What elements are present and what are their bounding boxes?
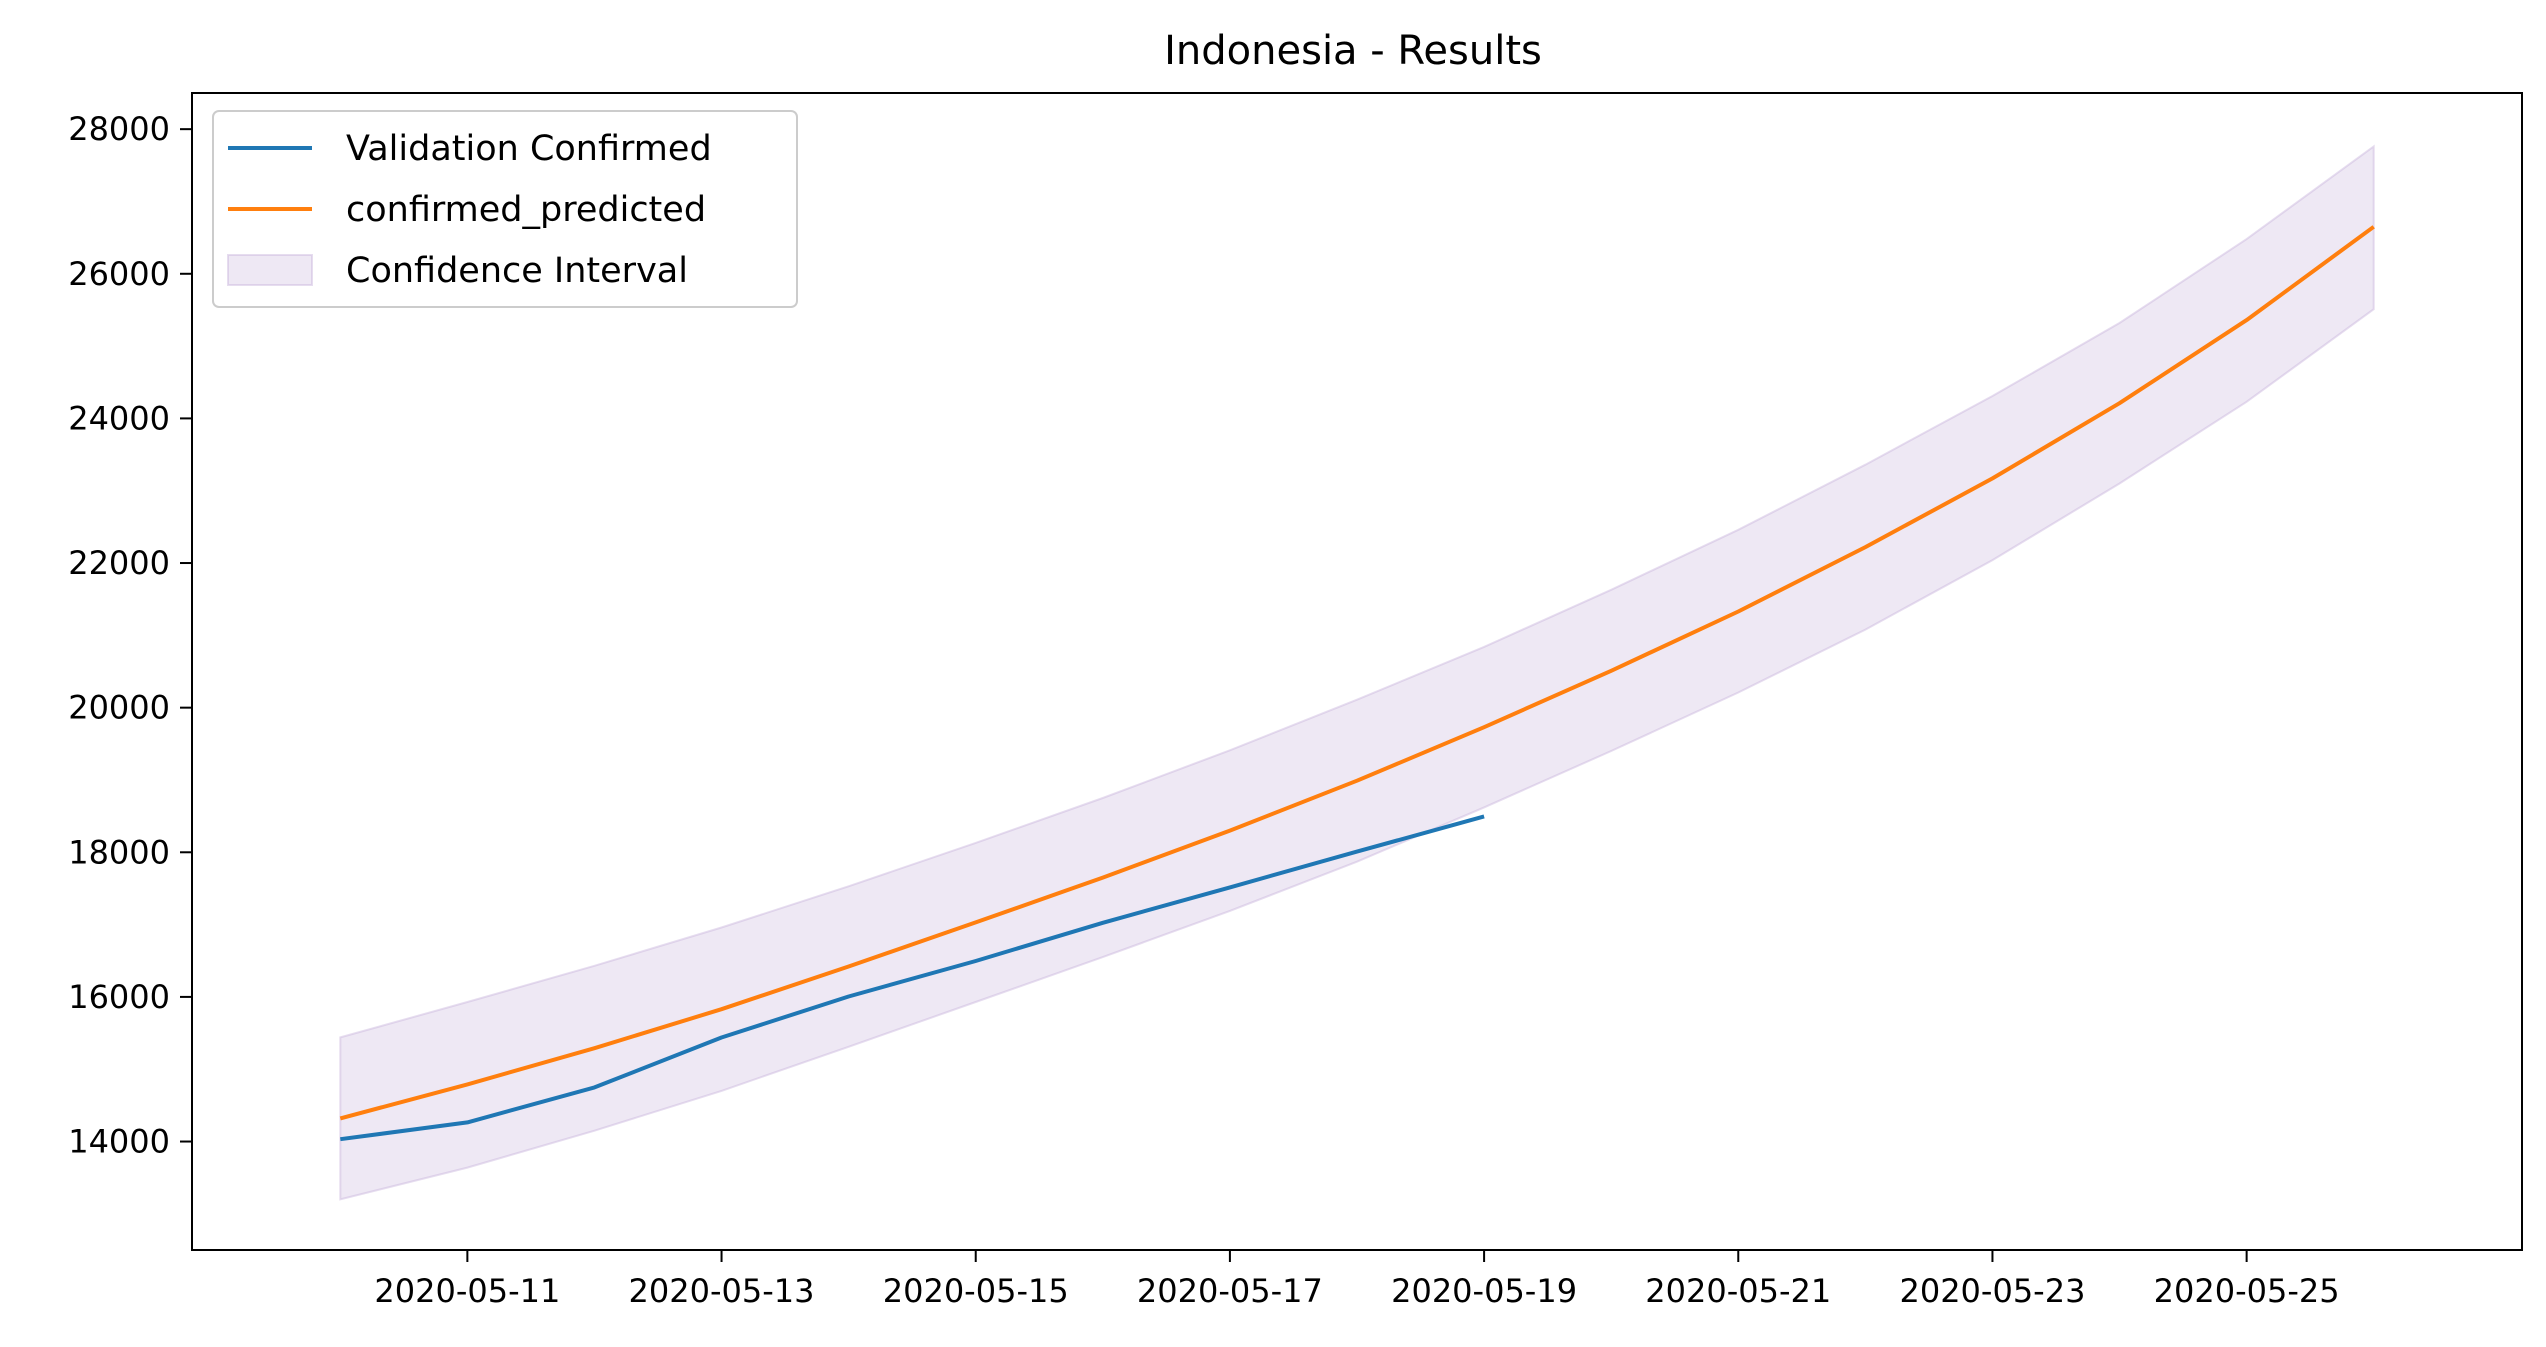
x-tick-label: 2020-05-25 (2154, 1272, 2340, 1310)
legend-label: Confidence Interval (346, 251, 688, 291)
x-tick-label: 2020-05-17 (1137, 1272, 1323, 1310)
legend-box (212, 110, 798, 308)
y-tick-label: 18000 (68, 833, 170, 871)
plot-frame (191, 92, 2523, 1251)
x-tick-label: 2020-05-19 (1391, 1272, 1577, 1310)
y-tick-label: 28000 (68, 110, 170, 148)
x-tick-label: 2020-05-23 (1899, 1272, 2085, 1310)
y-tick-label: 14000 (68, 1123, 170, 1161)
legend-label: Validation Confirmed (346, 129, 712, 169)
legend-entry-confirmed-predicted: confirmed_predicted (228, 190, 706, 230)
x-tick-label: 2020-05-11 (374, 1272, 560, 1310)
y-tick-label: 22000 (68, 544, 170, 582)
x-tick-label: 2020-05-15 (883, 1272, 1069, 1310)
legend-entry-validation-confirmed: Validation Confirmed (228, 129, 712, 169)
confidence-interval-band (339, 144, 2375, 1201)
y-tick-label: 24000 (68, 399, 170, 437)
x-tick-label: 2020-05-13 (629, 1272, 815, 1310)
legend: Validation Confirmed confirmed_predicted C… (212, 110, 798, 308)
legend-swatch (227, 254, 313, 286)
y-tick-label: 16000 (68, 978, 170, 1016)
plot-area (339, 144, 2375, 1201)
y-tick-label: 20000 (68, 689, 170, 727)
series-line-confirmed-predicted (339, 225, 2375, 1121)
series-line-validation-confirmed (340, 814, 1485, 1142)
chart-title: Indonesia - Results (1164, 28, 1542, 74)
axes: 2020-05-11 2020-05-13 2020-05-15 2020-05-17… (68, 92, 2523, 1310)
legend-entry-confidence-interval: Confidence Interval (227, 251, 688, 291)
legend-label: confirmed_predicted (346, 190, 706, 230)
x-tick-label: 2020-05-21 (1645, 1272, 1831, 1310)
y-tick-label: 26000 (68, 255, 170, 293)
